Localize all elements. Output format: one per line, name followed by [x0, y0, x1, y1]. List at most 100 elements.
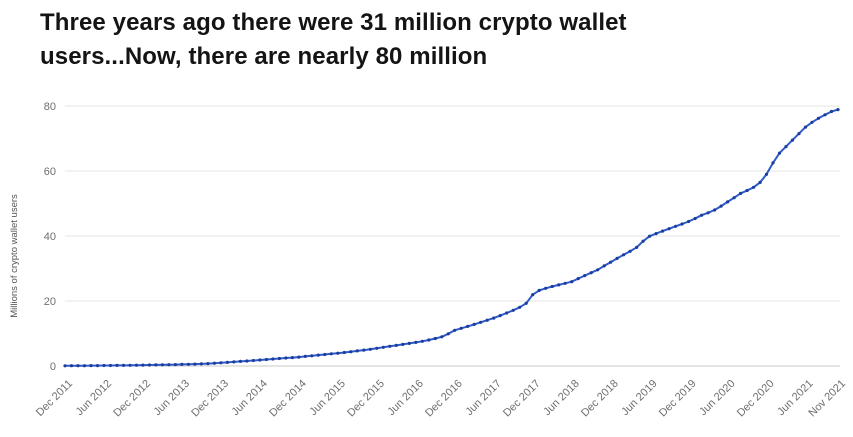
data-point [576, 277, 580, 281]
data-point [316, 353, 320, 357]
data-point [485, 318, 489, 322]
data-point [758, 180, 762, 184]
data-point [212, 361, 216, 365]
data-point [635, 245, 639, 249]
data-point [531, 293, 535, 297]
data-point [583, 274, 587, 278]
data-point [829, 109, 834, 114]
data-point [349, 350, 353, 354]
data-point [505, 311, 509, 315]
data-point [154, 363, 158, 367]
data-point [342, 350, 346, 355]
data-point [141, 363, 145, 367]
data-point [102, 363, 106, 368]
y-tick-label: 20 [44, 296, 56, 308]
data-point [199, 362, 203, 366]
data-point [225, 360, 229, 364]
data-point [128, 363, 132, 367]
data-point [89, 364, 93, 368]
data-point [446, 332, 450, 336]
data-point [492, 316, 496, 320]
data-point [76, 364, 80, 368]
data-point [511, 308, 515, 312]
data-point [238, 359, 242, 363]
y-axis-title: Millions of crypto wallet users [9, 194, 20, 318]
data-point [570, 280, 574, 284]
data-point [641, 239, 645, 243]
data-point [732, 196, 736, 200]
data-point [706, 211, 710, 215]
data-point [466, 324, 470, 328]
data-point [440, 335, 444, 339]
data-point [726, 200, 730, 204]
data-point [752, 185, 756, 189]
x-tick-label: Dec 2019 [657, 378, 699, 420]
x-tick-label: Jun 2018 [541, 378, 581, 418]
data-point [518, 305, 522, 309]
data-point [232, 360, 236, 364]
chart-title-line2: users...Now, there are nearly 80 million [40, 43, 488, 70]
data-point [290, 356, 294, 360]
y-tick-label: 0 [50, 361, 56, 373]
x-tick-label: Dec 2018 [579, 378, 621, 420]
data-point [784, 145, 788, 149]
data-point [628, 249, 632, 253]
y-tick-label: 60 [44, 166, 56, 178]
data-point [108, 363, 113, 368]
data-point [790, 138, 795, 142]
x-tick-label: Dec 2011 [34, 378, 75, 419]
data-point [622, 253, 626, 257]
data-point [537, 288, 541, 292]
data-point [258, 358, 262, 362]
data-point [667, 227, 671, 231]
data-point [557, 283, 561, 287]
data-point [680, 222, 684, 226]
x-tick-label: Jun 2012 [74, 378, 114, 418]
data-point [193, 362, 197, 366]
data-point [284, 356, 288, 360]
data-point [479, 320, 483, 324]
x-tick-label: Jun 2017 [463, 378, 503, 418]
data-point [63, 364, 67, 368]
data-point [355, 349, 359, 353]
data-point [186, 362, 190, 366]
data-point [264, 357, 268, 362]
data-point [764, 172, 769, 176]
x-tick-label: Jun 2015 [307, 378, 347, 418]
data-point [323, 352, 327, 357]
data-point [687, 219, 691, 224]
x-tick-label: Jun 2014 [230, 378, 270, 418]
data-point [121, 363, 126, 367]
x-tick-label: Dec 2015 [345, 378, 387, 420]
data-point [810, 120, 814, 124]
x-tick-label: Dec 2014 [267, 378, 309, 420]
data-point [219, 361, 223, 365]
data-point [648, 234, 652, 238]
data-point [82, 364, 87, 368]
data-point [375, 346, 379, 350]
data-point [713, 208, 717, 212]
data-point [329, 352, 333, 356]
x-tick-label: Dec 2017 [501, 378, 543, 420]
data-point [771, 161, 775, 165]
x-tick-label: Jun 2016 [385, 378, 425, 418]
data-point [245, 359, 249, 363]
x-tick-label: Dec 2012 [111, 378, 153, 420]
data-point [394, 343, 398, 347]
data-point [115, 363, 119, 367]
data-point [719, 204, 723, 208]
data-point [823, 113, 827, 117]
data-point [381, 345, 385, 349]
data-point [167, 363, 171, 367]
data-point [739, 191, 743, 195]
data-point [602, 264, 606, 268]
data-point [745, 188, 749, 193]
x-tick-label: Dec 2013 [189, 378, 231, 420]
data-point [297, 355, 301, 359]
data-point [816, 116, 821, 120]
data-point [797, 132, 801, 136]
data-line [64, 108, 839, 367]
data-point [589, 271, 593, 275]
